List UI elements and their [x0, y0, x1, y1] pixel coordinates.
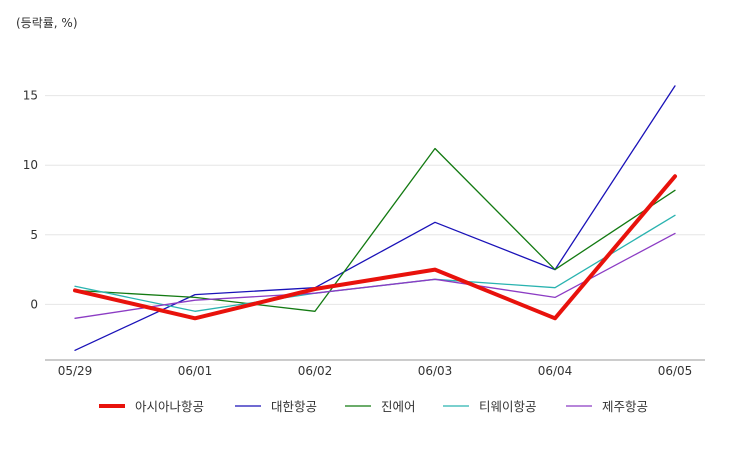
- y-tick-label: 5: [30, 228, 38, 242]
- x-tick-label: 06/01: [178, 364, 213, 378]
- y-tick-label: 10: [23, 158, 38, 172]
- x-tick-label: 06/04: [538, 364, 573, 378]
- legend-label-4: 티웨이항공: [479, 399, 537, 414]
- y-tick-label: 15: [23, 89, 38, 103]
- series-line-5: [74, 232, 676, 319]
- x-tick-label: 06/03: [418, 364, 453, 378]
- axes: 0 5 10 15 05/29 06/01 06/02 06/03 06/04 06/05: [23, 89, 705, 378]
- series-line-2: [74, 85, 676, 351]
- x-tick-label: 06/05: [658, 364, 693, 378]
- series-line-1: [73, 174, 677, 321]
- x-tick-label: 06/02: [298, 364, 333, 378]
- gridlines: [45, 95, 705, 305]
- legend-label-3: 진에어: [381, 399, 416, 414]
- series-lines: [73, 85, 677, 351]
- legend-label-1: 아시아나항공: [135, 399, 204, 414]
- series-line-3: [74, 147, 676, 312]
- unit-label: (등락률, %): [16, 16, 78, 30]
- x-tick-label: 05/29: [58, 364, 93, 378]
- y-tick-label: 0: [30, 297, 38, 311]
- legend-label-5: 제주항공: [602, 399, 648, 414]
- legend-label-2: 대한항공: [271, 399, 317, 414]
- legend: 아시아나항공 대한항공 진에어 티웨이항공 제주항공: [99, 399, 648, 414]
